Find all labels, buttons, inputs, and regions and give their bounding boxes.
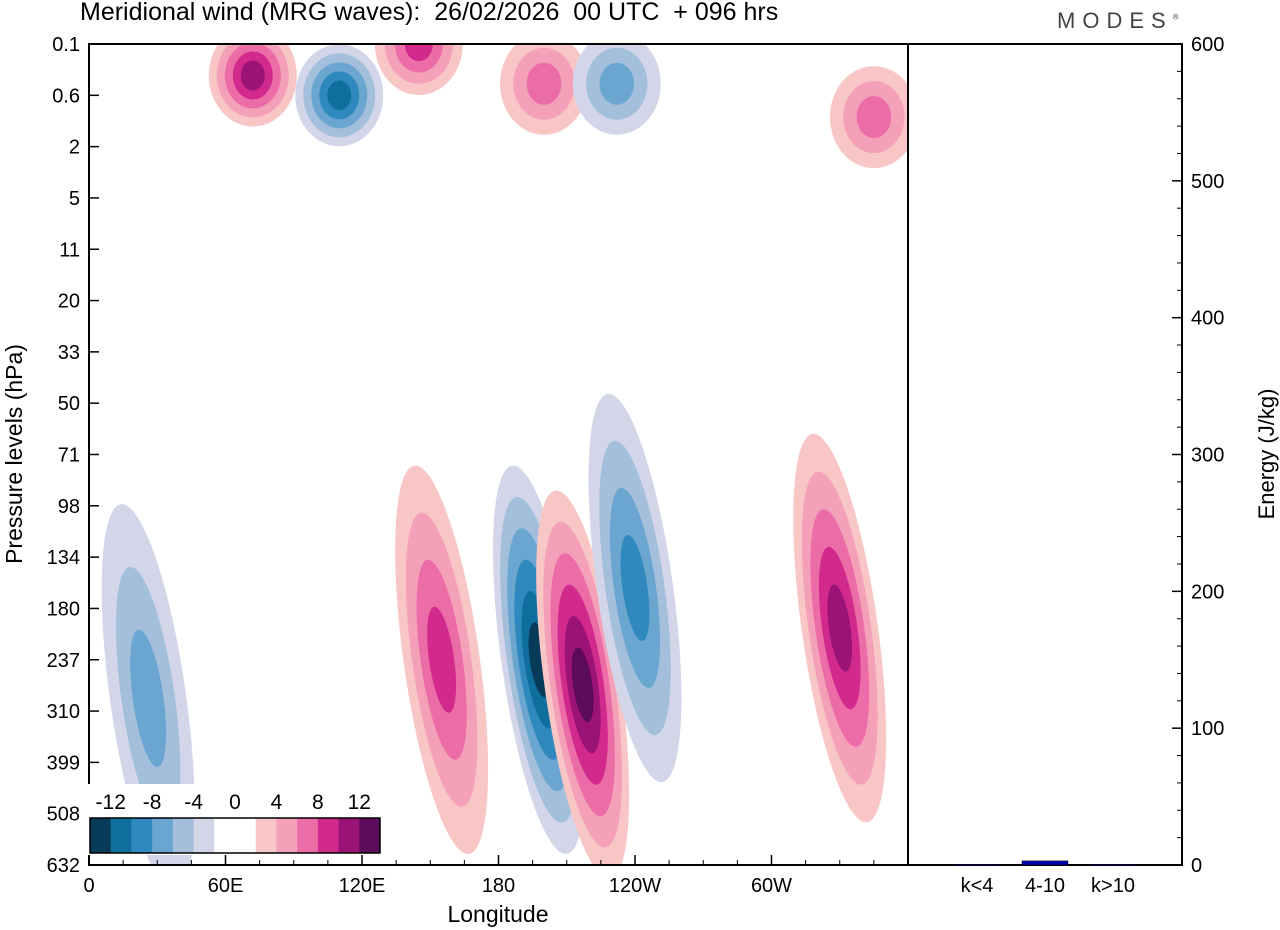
colorbar-swatch xyxy=(131,818,153,853)
colorbar: -12 -8 -4 0 4 8 12 xyxy=(88,784,382,855)
wind-anomaly-negative-10 xyxy=(572,44,661,135)
y-tick-label: 11 xyxy=(59,239,80,261)
contour-band xyxy=(404,44,433,62)
x-tick-label: 120W xyxy=(609,875,661,897)
wind-anomaly-negative-6 xyxy=(295,44,384,147)
colorbar-label: 4 xyxy=(271,791,283,814)
modes-logo: MODES® xyxy=(1057,8,1179,33)
energy-tick-label: 500 xyxy=(1191,171,1224,193)
wind-anomaly-positive-7 xyxy=(208,44,297,127)
plot-background xyxy=(89,44,908,865)
energy-category-label: 4-10 xyxy=(1025,875,1065,897)
colorbar-swatch xyxy=(338,818,360,853)
colorbar-swatch xyxy=(359,818,381,853)
contour-band xyxy=(827,584,853,672)
y-tick-label: 134 xyxy=(47,547,80,569)
colorbar-swatch xyxy=(172,818,195,853)
heatmap-plot xyxy=(89,44,908,865)
y-axis-label: Pressure levels (hPa) xyxy=(1,344,27,564)
contour-band xyxy=(571,647,594,722)
energy-bar xyxy=(953,864,1001,866)
y-tick-label: 20 xyxy=(58,291,80,313)
y-tick-label: 98 xyxy=(58,496,80,518)
energy-tick-label: 100 xyxy=(1191,718,1224,740)
x-tick-label: 180 xyxy=(482,875,515,897)
energy-category-label: k>10 xyxy=(1091,875,1135,897)
energy-tick-label: 200 xyxy=(1191,581,1224,603)
wind-anomaly-positive-2 xyxy=(395,465,489,854)
wind-anomaly-positive-1 xyxy=(536,490,630,865)
colorbar-label: -4 xyxy=(184,791,203,814)
wind-anomaly-positive-9 xyxy=(500,44,588,135)
energy-tick-label: 0 xyxy=(1191,855,1202,877)
y-tick-label: 632 xyxy=(47,855,80,877)
y-tick-label: 2 xyxy=(69,137,80,159)
wind-anomaly-positive-4 xyxy=(793,433,887,823)
x-axis-label: Longitude xyxy=(447,901,548,927)
y-tick-label: 237 xyxy=(47,650,80,672)
colorbar-swatch xyxy=(297,818,319,853)
colorbar-swatch xyxy=(214,818,236,853)
colorbar-swatch xyxy=(255,818,277,853)
colorbar-label: 12 xyxy=(348,791,371,814)
contour-band xyxy=(620,534,650,641)
colorbar-label: 0 xyxy=(229,791,241,814)
y-tick-label: 180 xyxy=(47,598,80,620)
energy-axis-label: Energy (J/kg) xyxy=(1254,389,1279,520)
colorbar-frame xyxy=(89,817,381,854)
colorbar-swatch xyxy=(193,818,215,853)
y-tick-label: 399 xyxy=(47,752,80,774)
wind-anomaly-positive-8 xyxy=(374,44,463,95)
colorbar-label: 8 xyxy=(312,791,324,814)
contour-band xyxy=(327,80,352,111)
energy-category-label: k<4 xyxy=(961,875,994,897)
y-tick-label: 0.1 xyxy=(52,34,80,56)
energy-bar xyxy=(1021,860,1069,866)
y-tick-label: 508 xyxy=(47,804,80,826)
chart-title: Meridional wind (MRG waves): 26/02/2026 … xyxy=(80,0,779,26)
y-tick-label: 71 xyxy=(58,445,80,467)
y-tick-label: 33 xyxy=(58,342,80,364)
colorbar-swatch xyxy=(317,818,340,853)
energy-bar xyxy=(1089,864,1137,866)
contour-band xyxy=(526,62,562,105)
energy-tick-label: 300 xyxy=(1191,445,1224,467)
wind-anomaly-negative-3 xyxy=(588,393,682,783)
contour-band xyxy=(599,62,635,105)
colorbar-swatch xyxy=(276,818,298,853)
contour-band xyxy=(240,60,265,91)
contour-band xyxy=(130,629,167,768)
colorbar-swatch xyxy=(110,818,132,853)
energy-bar-chart: 0 100 200 300 400 500 600 Energy (J/kg) k<4 4-10 k… xyxy=(953,34,1279,897)
x-tick-label: 0 xyxy=(83,875,94,897)
contour-band xyxy=(427,606,457,713)
x-tick-label: 60W xyxy=(751,875,792,897)
colorbar-swatch xyxy=(152,818,174,853)
x-tick-label: 60E xyxy=(208,875,244,897)
x-tick-label: 120E xyxy=(339,875,386,897)
contour-band xyxy=(856,96,892,139)
y-tick-label: 310 xyxy=(47,701,80,723)
y-tick-label: 5 xyxy=(69,188,80,210)
colorbar-label: -8 xyxy=(143,791,162,814)
wind-anomaly-positive-11 xyxy=(829,66,908,169)
colorbar-label: -12 xyxy=(96,791,126,814)
y-tick-label: 0.6 xyxy=(52,85,80,107)
colorbar-swatch xyxy=(235,818,257,853)
colorbar-swatch xyxy=(90,818,112,853)
energy-tick-label: 400 xyxy=(1191,308,1224,330)
y-tick-label: 50 xyxy=(58,393,80,415)
energy-tick-label: 600 xyxy=(1191,34,1224,56)
